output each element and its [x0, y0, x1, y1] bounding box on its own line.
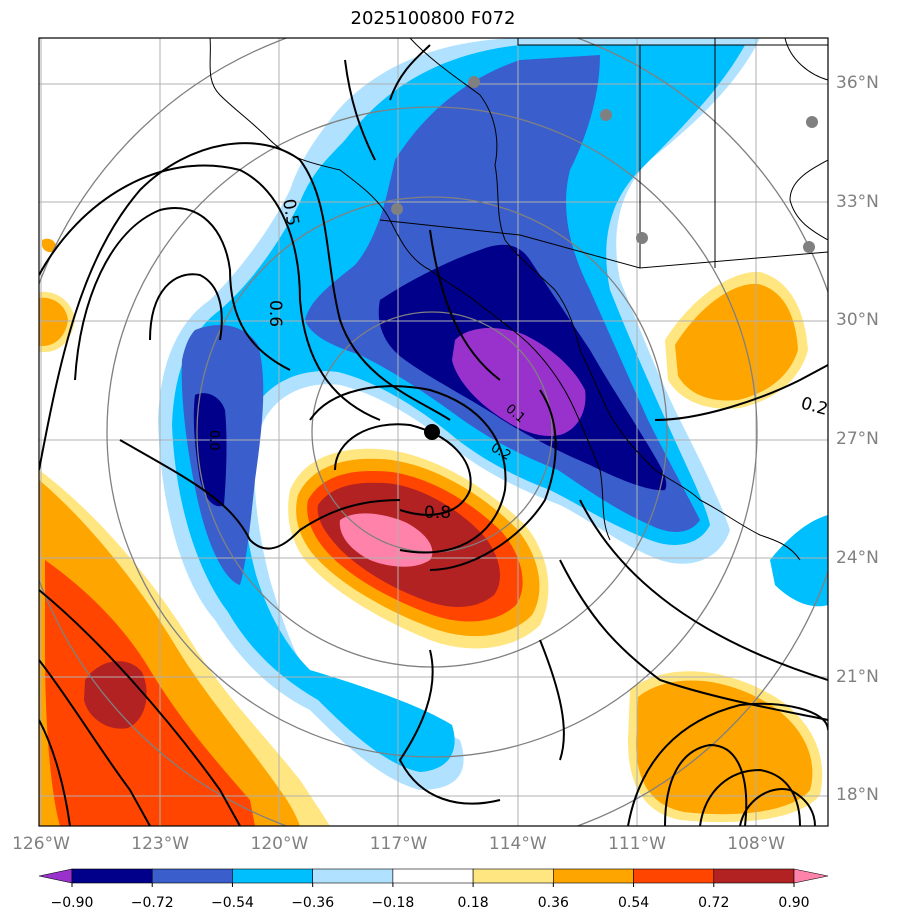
- coastlines: [209, 38, 828, 561]
- colorbar-segment: [633, 868, 715, 884]
- contour-label: 0.8: [424, 503, 451, 523]
- colorbar-segment: [392, 868, 474, 884]
- colorbar-tick-label: 0.18: [457, 895, 489, 911]
- longitude-label: 114°W: [488, 834, 547, 854]
- contour-label: 0.5: [278, 197, 302, 227]
- station-markers: [391, 76, 818, 253]
- longitude-label: 111°W: [608, 834, 666, 854]
- colorbar-tick-label: 0.36: [537, 895, 569, 911]
- colorbar-tick-label: 0.54: [617, 895, 650, 911]
- map-frame: [38, 37, 829, 827]
- colorbar-tick-label: −0.36: [291, 895, 335, 911]
- negative-anomaly-shading: [158, 38, 828, 790]
- colorbar-tick-label: −0.72: [130, 895, 174, 911]
- colorbar-segment: [553, 868, 634, 884]
- latitude-label: 36°N: [836, 73, 879, 93]
- map-title: 2025100800 F072: [350, 8, 516, 29]
- map-layers: [39, 38, 828, 826]
- colorbar-segment: [312, 868, 394, 884]
- colorbar-tick-label: −0.18: [371, 895, 415, 911]
- contour-lines: [39, 44, 828, 826]
- colorbar-tick-label: 0.90: [778, 895, 810, 911]
- colorbar-tick-label: −0.54: [210, 895, 254, 911]
- colorbar: [38, 868, 829, 887]
- longitude-label: 108°W: [727, 834, 786, 854]
- colorbar-segment: [232, 868, 313, 884]
- colorbar-tick-label: 0.72: [698, 895, 730, 911]
- colorbar-segment: [793, 868, 829, 884]
- graticule: [39, 38, 828, 826]
- colorbar-segment: [71, 868, 153, 884]
- latitude-label: 33°N: [836, 191, 879, 212]
- colorbar-segment: [38, 868, 73, 884]
- latitude-label: 18°N: [836, 785, 879, 806]
- contour-label: 0.0: [206, 430, 221, 451]
- colorbar-segment: [151, 868, 233, 884]
- colorbar-segment: [713, 868, 795, 884]
- contour-label: 0.6: [265, 300, 285, 327]
- latitude-label: 30°N: [836, 310, 879, 331]
- longitude-label: 120°W: [250, 834, 309, 854]
- colorbar-segment: [472, 868, 554, 884]
- latitude-label: 27°N: [836, 429, 879, 450]
- colorbar-tick-label: −0.90: [50, 895, 94, 911]
- longitude-label: 126°W: [12, 834, 70, 854]
- latitude-label: 21°N: [836, 666, 879, 687]
- storm-center-marker: [424, 424, 440, 440]
- longitude-label: 117°W: [369, 834, 428, 854]
- latitude-label: 24°N: [836, 547, 879, 568]
- contour-label: 0.2: [799, 394, 830, 420]
- longitude-label: 123°W: [131, 834, 190, 854]
